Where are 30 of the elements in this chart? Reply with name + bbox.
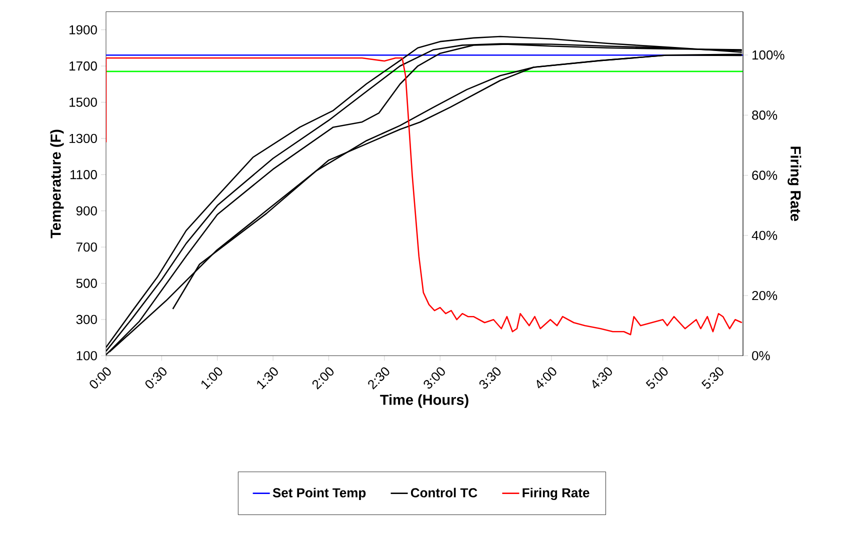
- y2-axis-title: Firing Rate: [788, 146, 802, 222]
- legend-label: Set Point Temp: [272, 488, 366, 500]
- x-tick-label: 4:30: [592, 367, 612, 388]
- x-tick-label: 5:00: [646, 367, 668, 389]
- y2-tick-label: 0%: [752, 351, 770, 360]
- x-axis-title: Time (Hours): [380, 394, 468, 408]
- legend-label: Control TC: [410, 488, 478, 498]
- y-tick-label: 300: [76, 314, 97, 324]
- y-tick-label: 900: [76, 206, 97, 216]
- x-tick-label: 0:30: [145, 367, 166, 388]
- x-tick-label: 0:00: [90, 367, 111, 388]
- y-tick-label: 1700: [70, 61, 97, 71]
- x-tick-label: 3:30: [479, 367, 501, 389]
- y-tick-label: 700: [76, 242, 97, 252]
- y-tick-label: 1900: [70, 25, 97, 34]
- y-tick-label: 100: [76, 351, 97, 360]
- y2-tick-label: 20%: [752, 290, 778, 300]
- y-tick-label: 500: [76, 278, 97, 288]
- x-tick-label: 3:00: [424, 367, 445, 389]
- y-tick-label: 1300: [70, 134, 97, 144]
- y2-tick-label: 100%: [752, 50, 784, 60]
- y-tick-label: 1500: [70, 98, 97, 107]
- y2-tick-label: 60%: [752, 170, 778, 180]
- y2-tick-label: 80%: [752, 110, 778, 120]
- x-tick-label: 4:00: [536, 367, 556, 388]
- x-tick-label: 5:30: [701, 367, 724, 389]
- legend-label: Firing Rate: [522, 488, 590, 500]
- y-tick-label: 1100: [70, 170, 97, 180]
- y2-tick-label: 40%: [752, 230, 778, 240]
- y-axis-title: Temperature (F): [50, 130, 64, 238]
